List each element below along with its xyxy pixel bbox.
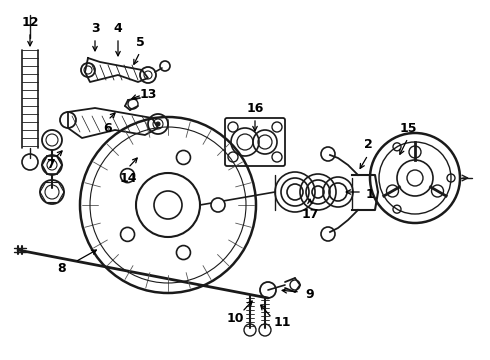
- Text: 14: 14: [119, 171, 137, 184]
- Text: 12: 12: [21, 15, 39, 28]
- Text: 16: 16: [246, 102, 264, 114]
- Text: 3: 3: [91, 22, 99, 35]
- Circle shape: [121, 168, 135, 183]
- Circle shape: [211, 198, 225, 212]
- Text: 4: 4: [114, 22, 122, 35]
- Text: 2: 2: [364, 139, 372, 152]
- Text: 10: 10: [226, 311, 244, 324]
- Text: 15: 15: [399, 122, 417, 135]
- Circle shape: [176, 150, 191, 165]
- Text: 13: 13: [139, 89, 157, 102]
- Text: 5: 5: [136, 36, 145, 49]
- Text: 17: 17: [301, 208, 319, 221]
- Text: 6: 6: [104, 122, 112, 135]
- Circle shape: [176, 246, 191, 260]
- Text: 1: 1: [366, 189, 374, 202]
- Text: 7: 7: [46, 158, 54, 171]
- Text: 8: 8: [58, 261, 66, 274]
- Circle shape: [156, 122, 160, 126]
- FancyBboxPatch shape: [225, 118, 285, 166]
- Text: 9: 9: [306, 288, 314, 302]
- Circle shape: [121, 228, 135, 242]
- Text: 11: 11: [273, 315, 291, 328]
